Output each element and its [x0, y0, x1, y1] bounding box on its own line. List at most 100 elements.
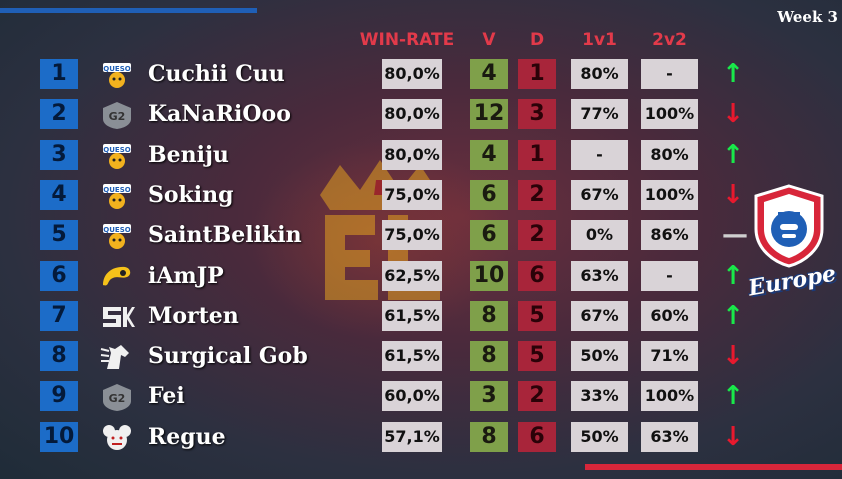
player-name: KaNaRiOoo: [148, 101, 291, 127]
queso-icon: QUESO: [99, 142, 135, 170]
header-2v2: 2v2: [652, 30, 687, 50]
victories-cell: 3: [470, 381, 508, 411]
win-rate-cell: 75,0%: [382, 220, 442, 250]
rank-badge: 9: [40, 381, 78, 411]
arrow-up-icon: ↑: [722, 381, 744, 411]
win-rate-cell: 80,0%: [382, 99, 442, 129]
one-v-one-cell: 50%: [571, 422, 628, 452]
svg-text:G2: G2: [109, 110, 126, 123]
player-name: Cuchii Cuu: [148, 61, 285, 87]
svg-text:G2: G2: [109, 392, 126, 405]
rank-badge: 10: [40, 422, 78, 452]
victories-cell: 8: [470, 422, 508, 452]
two-v-two-cell: -: [641, 59, 698, 89]
two-v-two-cell: 80%: [641, 140, 698, 170]
one-v-one-cell: 33%: [571, 381, 628, 411]
two-v-two-cell: 86%: [641, 220, 698, 250]
win-rate-cell: 75,0%: [382, 180, 442, 210]
defeats-cell: 1: [518, 59, 556, 89]
arrow-down-icon: ↓: [722, 422, 744, 452]
player-name: Surgical Gob: [148, 343, 308, 369]
one-v-one-cell: 67%: [571, 180, 628, 210]
week-label: Week 3: [777, 8, 838, 26]
one-v-one-cell: 0%: [571, 220, 628, 250]
win-rate-cell: 61,5%: [382, 341, 442, 371]
defeats-cell: 1: [518, 140, 556, 170]
table-row: 5 QUESO SaintBelikin 75,0% 6 2 0% 86% —: [0, 220, 842, 252]
header-1v1: 1v1: [582, 30, 617, 50]
one-v-one-cell: 80%: [571, 59, 628, 89]
table-row: 1 QUESO Cuchii Cuu 80,0% 4 1 80% - ↑: [0, 59, 842, 91]
queso-icon: QUESO: [99, 222, 135, 250]
player-name: SaintBelikin: [148, 222, 302, 248]
two-v-two-cell: 71%: [641, 341, 698, 371]
win-rate-cell: 60,0%: [382, 381, 442, 411]
one-v-one-cell: 77%: [571, 99, 628, 129]
table-row: 10 Regue 57,1% 8 6 50% 63% ↓: [0, 422, 842, 454]
win-rate-cell: 57,1%: [382, 422, 442, 452]
arrow-up-icon: ↑: [722, 59, 744, 89]
yellow-swirl-icon: [99, 263, 135, 291]
g2-icon: G2: [99, 383, 135, 411]
two-v-two-cell: 100%: [641, 180, 698, 210]
g2-icon: G2: [99, 101, 135, 129]
arrow-up-icon: ↑: [722, 301, 744, 331]
table-row: 9 G2 Fei 60,0% 3 2 33% 100% ↑: [0, 381, 842, 413]
victories-cell: 10: [470, 261, 508, 291]
arrow-down-icon: ↓: [722, 180, 744, 210]
defeats-cell: 2: [518, 220, 556, 250]
arrow-down-icon: ↓: [722, 99, 744, 129]
header-defeats: D: [529, 30, 545, 50]
one-v-one-cell: 50%: [571, 341, 628, 371]
one-v-one-cell: 63%: [571, 261, 628, 291]
rank-badge: 4: [40, 180, 78, 210]
defeats-cell: 2: [518, 381, 556, 411]
defeats-cell: 2: [518, 180, 556, 210]
win-rate-cell: 62,5%: [382, 261, 442, 291]
win-rate-cell: 80,0%: [382, 140, 442, 170]
table-row: 7 Morten 61,5% 8 5 67% 60% ↑: [0, 301, 842, 333]
two-v-two-cell: 60%: [641, 301, 698, 331]
mouse-mascot-icon: [99, 424, 135, 452]
arrow-down-icon: ↓: [722, 341, 744, 371]
one-v-one-cell: 67%: [571, 301, 628, 331]
queso-icon: QUESO: [99, 182, 135, 210]
svg-text:QUESO: QUESO: [103, 186, 130, 194]
rank-badge: 6: [40, 261, 78, 291]
top-accent-bar: [0, 8, 257, 13]
player-name: Morten: [148, 303, 239, 329]
defeats-cell: 6: [518, 422, 556, 452]
header-win-rate: WIN-RATE: [359, 30, 455, 50]
svg-text:QUESO: QUESO: [103, 226, 130, 234]
horse-icon: [99, 343, 135, 371]
victories-cell: 6: [470, 180, 508, 210]
rank-badge: 5: [40, 220, 78, 250]
victories-cell: 4: [470, 140, 508, 170]
player-name: Soking: [148, 182, 234, 208]
player-name: Regue: [148, 424, 226, 450]
queso-icon: QUESO: [99, 61, 135, 89]
table-row: 6 iAmJP 62,5% 10 6 63% - ↑: [0, 261, 842, 293]
svg-text:QUESO: QUESO: [103, 146, 130, 154]
two-v-two-cell: 63%: [641, 422, 698, 452]
win-rate-cell: 61,5%: [382, 301, 442, 331]
win-rate-cell: 80,0%: [382, 59, 442, 89]
table-row: 4 QUESO Soking 75,0% 6 2 67% 100% ↓: [0, 180, 842, 212]
defeats-cell: 5: [518, 301, 556, 331]
svg-text:QUESO: QUESO: [103, 65, 130, 73]
sk-icon: [99, 303, 135, 331]
rank-badge: 1: [40, 59, 78, 89]
bottom-accent-bar: [585, 464, 842, 470]
table-row: 2 G2 KaNaRiOoo 80,0% 12 3 77% 100% ↓: [0, 99, 842, 131]
victories-cell: 8: [470, 301, 508, 331]
rank-badge: 7: [40, 301, 78, 331]
one-v-one-cell: -: [571, 140, 628, 170]
player-name: Beniju: [148, 142, 229, 168]
arrow-up-icon: ↑: [722, 261, 744, 291]
two-v-two-cell: 100%: [641, 381, 698, 411]
table-row: 3 QUESO Beniju 80,0% 4 1-80% ↑: [0, 140, 842, 172]
header-victories: V: [482, 30, 496, 50]
defeats-cell: 5: [518, 341, 556, 371]
victories-cell: 6: [470, 220, 508, 250]
defeats-cell: 6: [518, 261, 556, 291]
